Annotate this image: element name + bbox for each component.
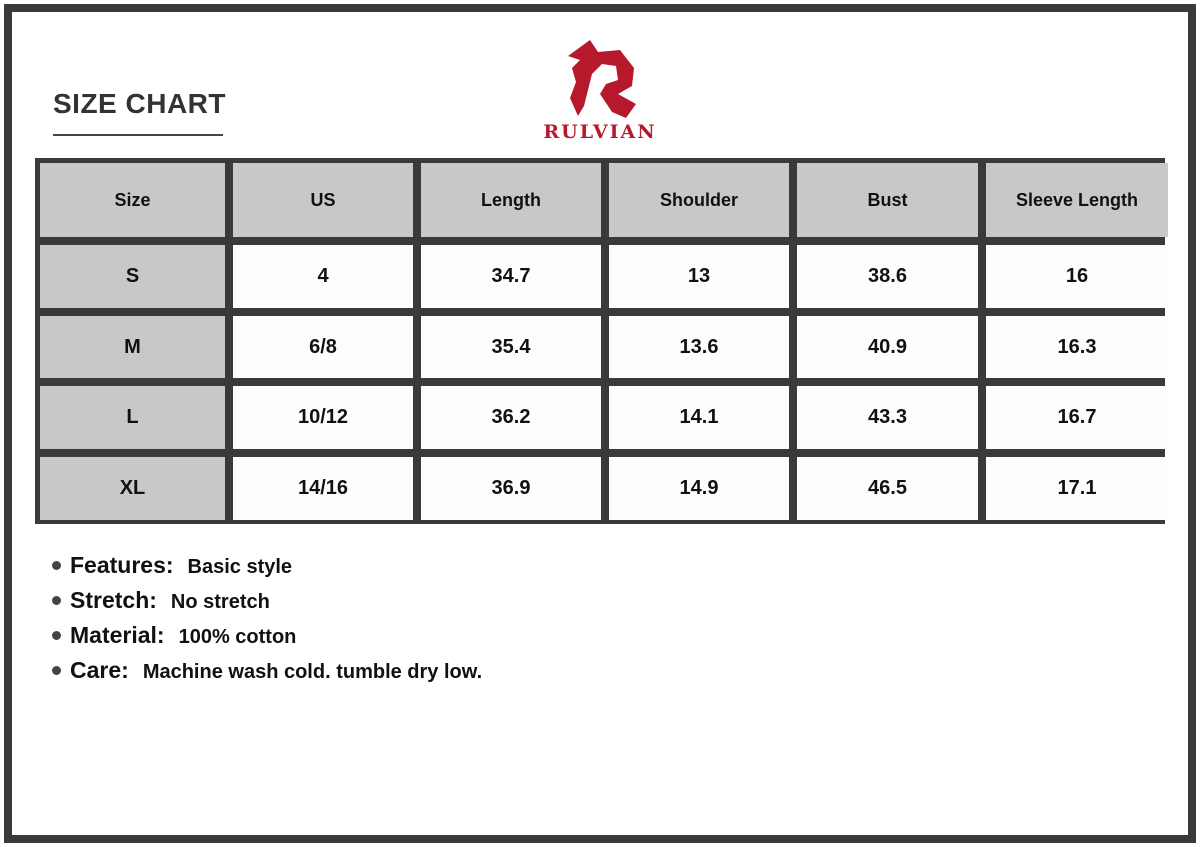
table-cell: 14.1 — [609, 386, 789, 449]
size-label-cell: L — [40, 386, 225, 449]
table-cell: 36.2 — [421, 386, 601, 449]
table-cell: 16.7 — [986, 386, 1168, 449]
table-cell: 43.3 — [797, 386, 978, 449]
table-cell: 14.9 — [609, 457, 789, 520]
title-underline — [53, 134, 223, 136]
bullet-icon — [52, 666, 61, 675]
feature-value: 100% cotton — [178, 626, 297, 648]
feature-item: Material: 100% cotton — [52, 622, 482, 657]
table-cell: 38.6 — [797, 245, 978, 308]
column-header: US — [233, 163, 413, 237]
column-header: Shoulder — [609, 163, 789, 237]
feature-label: Features: — [70, 552, 174, 578]
size-label-cell: S — [40, 245, 225, 308]
features-list: Features: Basic style Stretch: No stretch Ma… — [52, 552, 482, 692]
feature-item: Stretch: No stretch — [52, 587, 482, 622]
table-cell: 16 — [986, 245, 1168, 308]
size-label-cell: XL — [40, 457, 225, 520]
feature-value: No stretch — [170, 591, 270, 613]
feature-label: Material: — [70, 622, 165, 648]
table-cell: 40.9 — [797, 316, 978, 378]
table-cell: 35.4 — [421, 316, 601, 378]
table-cell: 17.1 — [986, 457, 1168, 520]
feature-item: Care: Machine wash cold. tumble dry low. — [52, 657, 482, 692]
column-header: Size — [40, 163, 225, 237]
table-cell: 13 — [609, 245, 789, 308]
table-cell: 14/16 — [233, 457, 413, 520]
table-cell: 36.9 — [421, 457, 601, 520]
feature-value: Basic style — [187, 556, 293, 578]
bullet-icon — [52, 631, 61, 640]
page-title: SIZE CHART — [53, 88, 226, 119]
feature-label: Care: — [70, 657, 129, 683]
column-header: Bust — [797, 163, 978, 237]
feature-label: Stretch: — [70, 587, 157, 613]
feature-item: Features: Basic style — [52, 552, 482, 587]
table-cell: 4 — [233, 245, 413, 308]
bullet-icon — [52, 561, 61, 570]
brand-logo-icon — [568, 40, 636, 118]
table-cell: 34.7 — [421, 245, 601, 308]
column-header: Length — [421, 163, 601, 237]
size-table: Size US Length Shoulder Bust Sleeve Length S 4 3… — [35, 158, 1168, 524]
brand-name: RULVIAN — [543, 121, 657, 143]
size-label-cell: M — [40, 316, 225, 378]
table-cell: 16.3 — [986, 316, 1168, 378]
table-cell: 46.5 — [797, 457, 978, 520]
table-cell: 10/12 — [233, 386, 413, 449]
table-cell: 13.6 — [609, 316, 789, 378]
column-header: Sleeve Length — [986, 163, 1168, 237]
table-cell: 6/8 — [233, 316, 413, 378]
page-frame — [4, 4, 1196, 843]
bullet-icon — [52, 596, 61, 605]
feature-value: Machine wash cold. tumble dry low. — [142, 661, 483, 683]
